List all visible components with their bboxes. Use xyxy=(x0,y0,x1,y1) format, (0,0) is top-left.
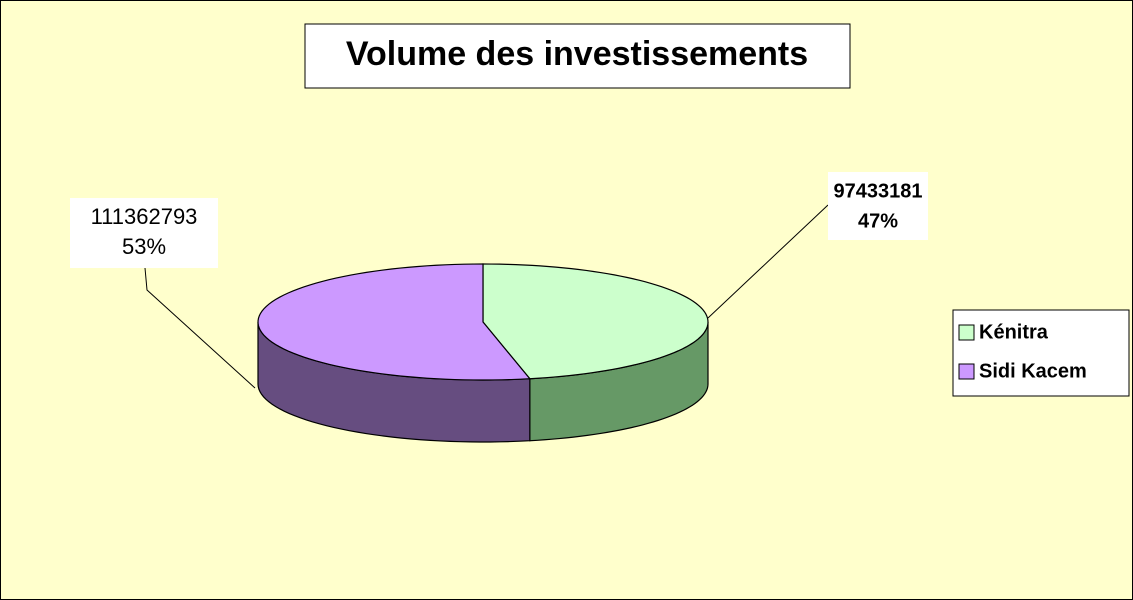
data-label-percent: 53% xyxy=(122,234,166,259)
data-label: 97433181 xyxy=(834,180,923,202)
legend-swatch xyxy=(958,324,975,341)
legend-label: Sidi Kacem xyxy=(979,360,1087,382)
legend-swatch xyxy=(958,363,975,380)
data-label: 111362793 xyxy=(91,204,198,229)
leader-line xyxy=(144,267,256,389)
data-label-box xyxy=(70,198,218,268)
data-label-box xyxy=(828,172,928,240)
pie-slice xyxy=(482,263,709,380)
pie-slice xyxy=(257,263,532,381)
leader-line xyxy=(707,204,829,319)
legend xyxy=(952,309,1130,397)
data-label-percent: 47% xyxy=(858,210,898,232)
title-box xyxy=(304,23,851,89)
legend-label: Kénitra xyxy=(979,321,1049,343)
chart-title: Volume des investissements xyxy=(346,35,808,73)
